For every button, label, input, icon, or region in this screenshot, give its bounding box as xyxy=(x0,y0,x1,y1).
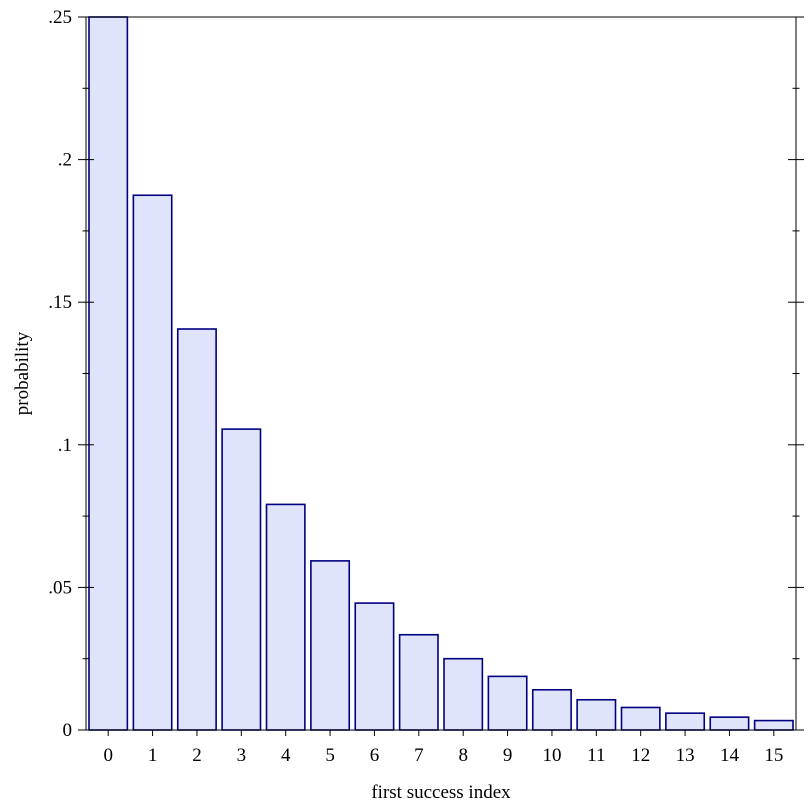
bar-0 xyxy=(88,16,129,731)
bar-4 xyxy=(265,503,306,731)
x-tick-label: 9 xyxy=(503,745,513,766)
x-axis-label: first success index xyxy=(371,782,511,803)
x-tick-label: 14 xyxy=(720,745,740,766)
y-tick-label: .1 xyxy=(58,435,72,456)
bar-2 xyxy=(176,328,217,731)
bar-1 xyxy=(132,194,173,731)
x-tick-label: 5 xyxy=(325,745,335,766)
bar-14 xyxy=(709,716,750,731)
bar-12 xyxy=(620,706,661,731)
bar-7 xyxy=(398,633,439,731)
x-tick-label: 7 xyxy=(414,745,424,766)
y-axis-label: probability xyxy=(12,331,33,415)
y-tick-label: .05 xyxy=(48,577,72,598)
bar-13 xyxy=(665,712,706,731)
x-tick-label: 12 xyxy=(631,745,650,766)
y-tick-label: .2 xyxy=(58,150,72,171)
x-tick-label: 8 xyxy=(458,745,468,766)
y-tick-label: .15 xyxy=(48,292,72,313)
x-tick-label: 2 xyxy=(192,745,202,766)
x-tick-label: 6 xyxy=(370,745,380,766)
x-tick-label: 4 xyxy=(281,745,291,766)
bar-6 xyxy=(354,602,395,731)
x-tick-label: 3 xyxy=(237,745,247,766)
bar-3 xyxy=(221,428,262,731)
bars xyxy=(88,16,794,731)
x-axis-ticks: 0 1 2 3 4 5 6 7 8 9 10 11 12 13 14 15 xyxy=(103,730,783,766)
bar-9 xyxy=(487,675,528,731)
bar-8 xyxy=(443,657,484,731)
y-tick-label: .25 xyxy=(48,7,72,28)
x-tick-label: 0 xyxy=(103,745,113,766)
y-tick-label: 0 xyxy=(63,720,73,741)
bar-11 xyxy=(576,698,617,731)
bar-10 xyxy=(531,688,572,731)
x-tick-label: 11 xyxy=(587,745,605,766)
plot-frame xyxy=(85,16,797,731)
bar-15 xyxy=(753,719,794,731)
x-tick-label: 15 xyxy=(764,745,783,766)
bar-5 xyxy=(310,560,351,731)
x-tick-label: 10 xyxy=(542,745,561,766)
x-tick-label: 13 xyxy=(676,745,695,766)
x-tick-label: 1 xyxy=(148,745,158,766)
